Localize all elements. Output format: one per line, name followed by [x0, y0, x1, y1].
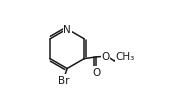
Text: N: N: [63, 25, 71, 35]
Text: O: O: [102, 52, 110, 62]
Text: O: O: [92, 67, 100, 77]
Text: CH₃: CH₃: [116, 52, 135, 62]
Text: Br: Br: [58, 75, 69, 85]
